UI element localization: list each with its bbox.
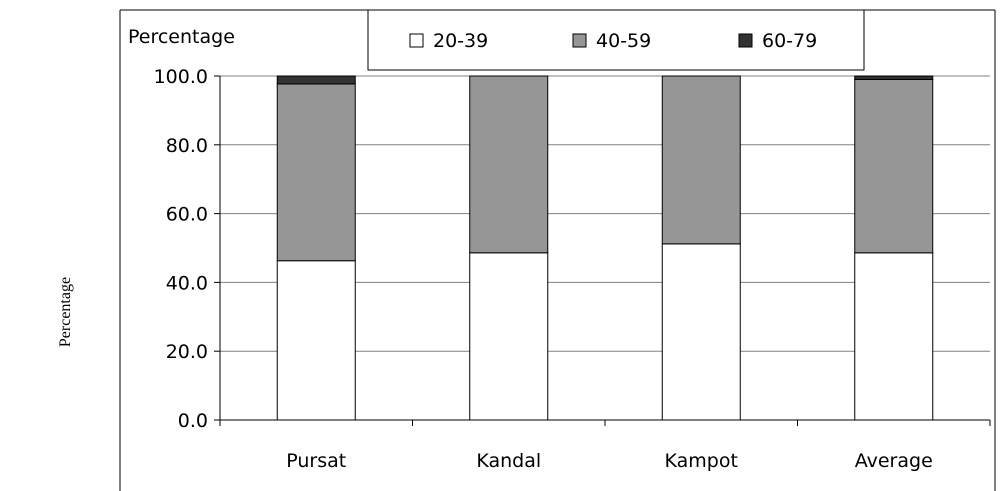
bar-segment-2	[661, 75, 741, 245]
bar-segment-3	[276, 75, 356, 85]
legend-swatch	[409, 33, 424, 48]
bar-segment-2	[854, 78, 934, 254]
x-tick-label: Kampot	[665, 450, 738, 472]
y-tick-label: 100.0	[154, 66, 208, 88]
y-axis-label-inner: Percentage	[128, 26, 235, 48]
legend-label: 40-59	[596, 30, 651, 52]
legend-label: 60-79	[762, 30, 817, 52]
y-tick-label: 20.0	[166, 341, 208, 363]
y-axis-label-outer: Percentage	[57, 277, 74, 347]
bar-segment-1	[276, 260, 356, 421]
y-axis: 0.0 20.0 40.0 60.0 80.0 100.0	[154, 66, 221, 432]
bar-segment-2	[469, 75, 549, 254]
bar-segment-3	[854, 75, 934, 80]
bar-segment-1	[854, 252, 934, 421]
legend-label: 20-39	[433, 30, 488, 52]
x-tick-label: Kandal	[476, 450, 541, 472]
x-tick-label: Pursat	[286, 450, 346, 472]
y-tick-label: 80.0	[166, 135, 208, 157]
legend: 20-39 40-59 60-79	[367, 9, 865, 71]
bar-segment-1	[469, 252, 549, 421]
bars	[276, 75, 934, 421]
y-tick-label: 60.0	[166, 204, 208, 226]
x-axis: Pursat Kandal Kampot Average	[219, 419, 991, 472]
x-tick-label: Average	[855, 450, 933, 472]
legend-swatch	[572, 33, 587, 48]
legend-swatch	[738, 33, 753, 48]
legend-box	[367, 9, 865, 71]
bar-segment-2	[276, 83, 356, 262]
y-tick-label: 40.0	[166, 272, 208, 294]
y-tick-label: 0.0	[178, 410, 208, 432]
bar-segment-1	[661, 243, 741, 421]
